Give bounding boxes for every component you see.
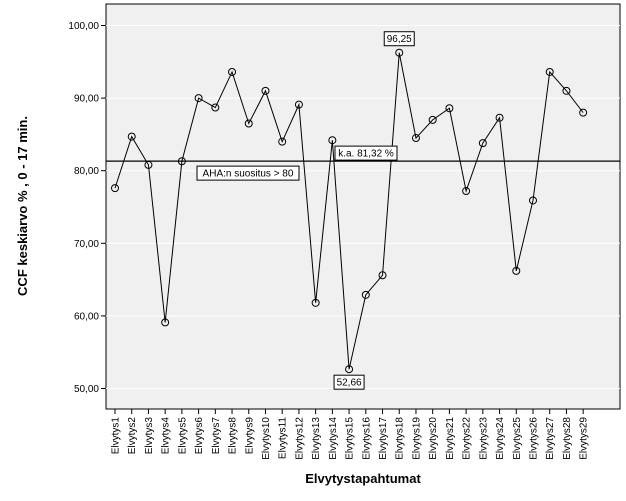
- data-point: [161, 318, 170, 327]
- x-tick-label: Elvytys20: [428, 417, 439, 460]
- data-point: [211, 103, 220, 112]
- data-point: [361, 290, 370, 299]
- data-point: [562, 86, 571, 95]
- x-tick-label: Elvytys13: [311, 417, 322, 460]
- data-point: [311, 298, 320, 307]
- data-points: [111, 48, 588, 374]
- x-tick-label: Elvytys3: [144, 417, 155, 455]
- data-point: [294, 100, 303, 109]
- x-tick-label: Elvytys18: [395, 417, 406, 460]
- series-line: [114, 52, 584, 370]
- data-point: [194, 94, 203, 103]
- x-axis-ticks: Elvytys1 Elvytys2 Elvytys3 Elvytys4 Elvytys5…: [111, 409, 590, 460]
- data-point: [345, 365, 354, 374]
- data-point: [495, 113, 504, 122]
- y-axis-ticks: 50,00 60,00 70,00 80,00 90,00 100,00: [68, 21, 106, 395]
- data-point: [462, 187, 471, 196]
- y-axis-title: CCF keskiarvo % , 0 - 17 min.: [15, 116, 30, 296]
- data-point: [545, 67, 554, 76]
- x-tick-label: Elvytys22: [462, 417, 473, 460]
- data-point: [228, 67, 237, 76]
- data-point: [328, 136, 337, 145]
- data-point: [529, 196, 537, 205]
- x-axis-title: Elvytystapahtumat: [305, 471, 421, 486]
- data-point: [445, 104, 454, 113]
- data-point: [378, 271, 387, 280]
- y-tick-label: 70,00: [74, 239, 99, 250]
- plot-area: [105, 3, 621, 410]
- x-tick-label: Elvytys17: [378, 417, 389, 460]
- min-value-label-text: 52,66: [337, 378, 362, 389]
- aha-recommendation-label-text: AHA:n suositus > 80: [203, 169, 294, 180]
- x-tick-label: Elvytys26: [529, 417, 540, 460]
- mean-label-text: k.a. 81,32 %: [338, 149, 394, 160]
- x-tick-label: Elvytys1: [111, 417, 122, 455]
- data-point: [278, 137, 287, 146]
- x-tick-label: Elvytys29: [579, 417, 590, 460]
- data-point: [428, 115, 437, 124]
- x-tick-label: Elvytys10: [261, 417, 272, 460]
- data-point: [244, 119, 253, 128]
- y-tick-label: 90,00: [74, 94, 99, 105]
- y-tick-label: 60,00: [74, 311, 99, 322]
- x-tick-label: Elvytys5: [177, 417, 188, 455]
- data-point: [127, 132, 136, 141]
- x-tick-label: Elvytys8: [228, 417, 239, 455]
- data-point: [512, 266, 521, 275]
- x-tick-label: Elvytys15: [345, 417, 356, 460]
- data-point: [579, 108, 588, 117]
- x-tick-label: Elvytys23: [478, 417, 489, 460]
- x-tick-label: Elvytys19: [411, 417, 422, 460]
- x-tick-label: Elvytys28: [562, 417, 573, 460]
- min-value-label: 52,66: [333, 374, 365, 390]
- data-point: [261, 86, 270, 95]
- x-tick-label: Elvytys14: [328, 417, 339, 460]
- x-tick-label: Elvytys12: [294, 417, 305, 460]
- x-tick-label: Elvytys9: [244, 417, 255, 455]
- aha-recommendation-label: AHA:n suositus > 80: [196, 165, 300, 181]
- data-point: [144, 160, 153, 169]
- max-value-label-text: 96,25: [387, 34, 412, 45]
- data-point: [111, 184, 119, 193]
- y-tick-label: 100,00: [68, 21, 99, 32]
- x-tick-label: Elvytys27: [545, 417, 556, 460]
- x-tick-label: Elvytys25: [512, 417, 523, 460]
- y-tick-label: 80,00: [74, 166, 99, 177]
- x-tick-label: Elvytys4: [161, 417, 172, 455]
- data-point: [411, 134, 420, 143]
- data-point: [177, 157, 186, 166]
- data-point: [395, 48, 404, 57]
- x-tick-label: Elvytys6: [194, 417, 205, 455]
- mean-label: k.a. 81,32 %: [334, 145, 398, 161]
- gridlines: [106, 25, 620, 389]
- x-tick-label: Elvytys24: [495, 417, 506, 460]
- x-tick-label: Elvytys11: [278, 417, 289, 459]
- max-value-label: 96,25: [383, 31, 415, 47]
- x-tick-label: Elvytys2: [127, 417, 138, 455]
- y-tick-label: 50,00: [74, 384, 99, 395]
- x-tick-label: Elvytys21: [445, 417, 456, 460]
- data-point: [478, 139, 487, 148]
- x-tick-label: Elvytys7: [211, 417, 222, 455]
- x-tick-label: Elvytys16: [361, 417, 372, 460]
- annotations: 96,25 52,66 k.a. 81,32 % AHA:n suositus > 8…: [196, 31, 415, 390]
